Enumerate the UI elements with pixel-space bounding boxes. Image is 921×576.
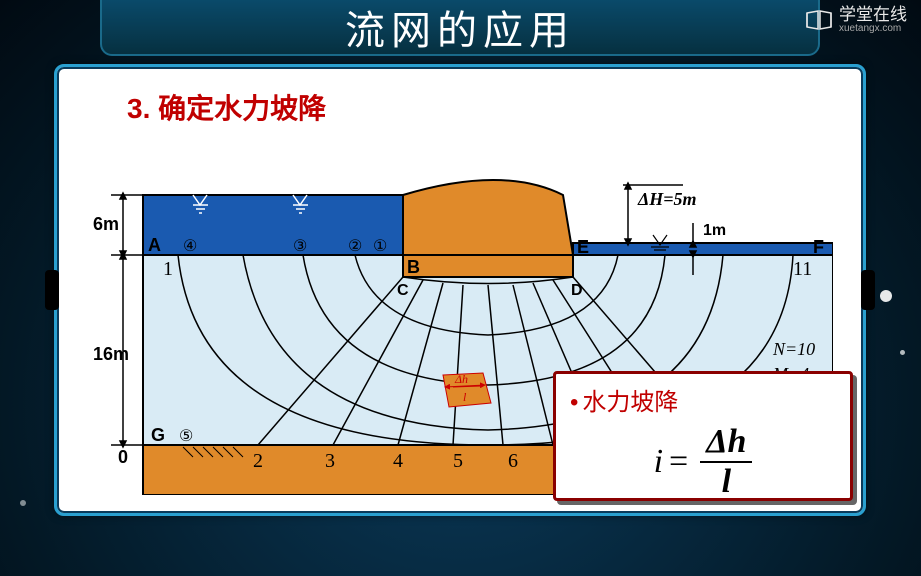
formula-lhs: i [654,443,663,481]
svg-text:④: ④ [183,238,197,255]
section-text: 确定水力坡降 [158,93,326,124]
svg-text:Δh: Δh [454,372,468,386]
formula-title: 水力坡降 [570,382,836,417]
svg-text:E: E [577,237,589,257]
svg-text:①: ① [373,238,387,255]
svg-text:0: 0 [118,447,128,467]
logo: 学堂在线 xuetangx.com [805,6,907,34]
svg-text:16m: 16m [93,344,129,364]
svg-text:D: D [571,282,583,299]
svg-text:1m: 1m [703,222,726,239]
svg-text:4: 4 [393,450,403,472]
svg-text:②: ② [348,238,362,255]
svg-text:C: C [397,282,409,299]
svg-text:6m: 6m [93,214,119,234]
logo-name: 学堂在线 [839,6,907,23]
content-frame: 3. 确定水力坡降 [54,64,866,516]
svg-text:⑤: ⑤ [179,428,193,445]
formula-box: 水力坡降 i = Δh l [553,371,853,501]
svg-text:ΔH=5m: ΔH=5m [637,189,697,209]
page-title: 流网的应用 [345,0,575,56]
svg-text:3: 3 [325,450,335,472]
logo-url: xuetangx.com [839,23,907,34]
svg-text:11: 11 [793,258,812,280]
svg-text:5: 5 [453,450,463,472]
section-number: 3. [127,93,150,124]
svg-text:6: 6 [508,450,518,472]
svg-text:2: 2 [253,450,263,472]
formula-equation: i = Δh l [570,423,836,501]
svg-text:1: 1 [163,258,173,280]
title-bar: 流网的应用 [100,0,820,56]
formula-num: Δh [700,423,752,463]
svg-text:F: F [813,237,824,257]
svg-text:③: ③ [293,238,307,255]
formula-den: l [716,463,737,501]
book-icon [805,9,833,31]
svg-text:G: G [151,425,165,445]
svg-text:N=10: N=10 [772,339,815,359]
svg-text:A: A [148,235,161,255]
formula-eq-sign: = [669,443,688,481]
section-title: 3. 确定水力坡降 [127,87,326,127]
svg-text:B: B [407,257,420,277]
